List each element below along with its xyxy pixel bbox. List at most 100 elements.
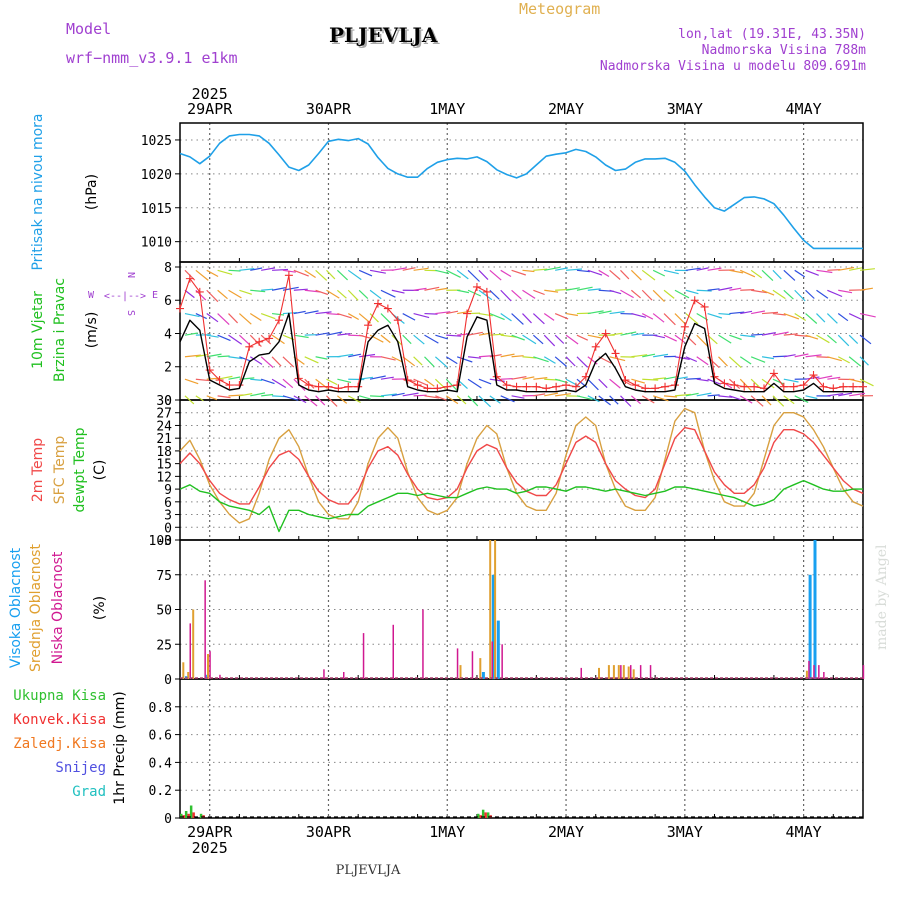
wind-arrow — [380, 356, 396, 361]
wind-arrow — [467, 356, 482, 359]
wind-arrow — [663, 269, 679, 275]
gust-marker — [571, 382, 580, 391]
wind-arrow — [859, 378, 874, 387]
y-tick-label: 15 — [156, 458, 172, 473]
wind-arrow — [195, 378, 212, 382]
gust-marker — [562, 381, 571, 390]
cloud-bar — [496, 620, 500, 679]
y-tick-label: 18 — [156, 445, 172, 460]
wind-arrow — [228, 269, 241, 272]
wind-arrow — [195, 312, 207, 320]
wind-arrow — [827, 393, 844, 397]
gust-marker — [304, 381, 313, 390]
wind-arrow — [500, 353, 515, 358]
cloud-bar — [808, 660, 810, 679]
wind-arrow — [587, 269, 603, 276]
title-shadow: PLJEVLJA — [331, 25, 440, 49]
wind-arrow — [478, 289, 493, 301]
wind-arrow — [859, 356, 869, 366]
wind-arrow — [511, 334, 525, 341]
wind-arrow — [718, 312, 731, 316]
wind-arrow — [326, 378, 338, 386]
wind-arrow — [576, 286, 593, 291]
wind-arrow — [761, 269, 774, 282]
wind-arrow — [641, 395, 655, 404]
wind-arrow — [838, 289, 853, 294]
wind-arrow — [424, 378, 435, 387]
precip-bar — [184, 811, 188, 818]
wind-arrow — [565, 378, 581, 388]
wind-arrow — [805, 289, 815, 299]
gust-marker — [274, 316, 283, 325]
compass-center: <--|--> — [104, 291, 146, 302]
wind-arrow — [424, 395, 440, 399]
wind-arrow — [729, 269, 744, 274]
panel-frame — [179, 122, 864, 263]
wind-arrow — [587, 395, 600, 403]
cloud-bar — [481, 672, 485, 679]
wind-arrow — [696, 289, 712, 292]
wind-arrow — [642, 378, 659, 381]
wind-arrow — [565, 334, 579, 345]
wind-arrow — [739, 356, 752, 365]
gust-marker — [700, 302, 709, 311]
wind-arrow — [826, 334, 837, 344]
wind-arrow — [402, 356, 416, 367]
wind-arrow — [761, 289, 775, 296]
wind-arrow — [391, 392, 405, 397]
wind-arrow — [805, 313, 818, 324]
dewpt-axis-label: dewpt Temp — [72, 427, 88, 512]
wind-arrow — [772, 312, 786, 316]
wind-arrow — [358, 313, 372, 324]
panel-0: 1010 1015 1020 1025 — [141, 122, 864, 263]
wind-arrow — [630, 289, 641, 299]
wind-arrow — [500, 378, 513, 380]
wind-arrow — [543, 313, 555, 321]
wind-arrow — [641, 269, 656, 281]
wind-arrow — [544, 289, 559, 293]
wind-arrow — [217, 395, 231, 399]
wind-arrow — [413, 312, 430, 319]
wind-arrow — [511, 355, 524, 358]
wind-arrow — [805, 334, 819, 340]
gust-marker — [403, 376, 412, 385]
wind-arrow — [467, 269, 480, 282]
wind-arrow — [630, 395, 641, 405]
wind-arrow — [413, 394, 427, 397]
wind-arrow — [467, 395, 479, 407]
wind-arrow — [696, 356, 709, 366]
wind-arrow — [696, 267, 709, 271]
wind-arrow — [402, 392, 419, 397]
wind-arrow — [598, 378, 608, 389]
gust-marker — [284, 271, 293, 280]
pressure-line — [179, 133, 863, 250]
wind-arrow — [424, 286, 440, 291]
low-cloud-axis-label: Niska Oblacnost — [50, 551, 66, 664]
wind-arrow — [261, 288, 274, 291]
wind-arrow — [609, 378, 621, 389]
wind-arrow — [663, 313, 676, 326]
y-tick-label: -3 — [156, 534, 172, 549]
cloud-bar — [630, 665, 632, 679]
panel-frame — [179, 678, 864, 819]
wind-arrow — [751, 310, 766, 315]
wind-arrow — [184, 289, 195, 299]
wind-arrow — [456, 395, 467, 405]
cloud-bar — [219, 674, 221, 679]
bottom-date-label: 4MAY — [786, 823, 822, 841]
wind-arrow — [587, 334, 602, 339]
cloud-bar — [607, 665, 610, 679]
wind-arrow — [609, 269, 621, 280]
gust-marker — [799, 381, 808, 390]
wind-arrow — [391, 356, 403, 363]
wind-arrow — [576, 356, 589, 368]
y-tick-label: 0.8 — [149, 701, 172, 716]
wind-arrow — [740, 269, 756, 278]
gust-marker — [601, 329, 610, 338]
compass-s: S — [125, 310, 136, 316]
wind-arrow — [326, 269, 336, 280]
wind-arrow — [370, 395, 385, 398]
wind-arrow — [718, 356, 728, 367]
wind-arrow — [652, 289, 665, 303]
wind-arrow — [783, 333, 798, 336]
